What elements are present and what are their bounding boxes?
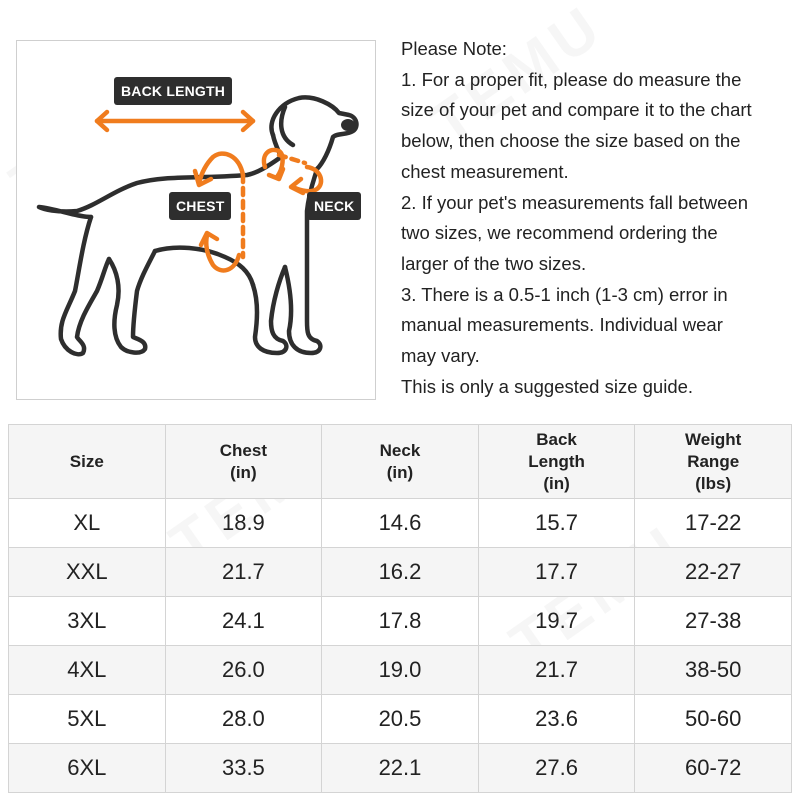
- column-header: Neck (in): [321, 424, 479, 499]
- column-header: Size: [8, 424, 166, 499]
- value-cell: 26.0: [164, 645, 323, 695]
- table-row: XL 18.9 14.6 15.7 17-22: [8, 498, 792, 548]
- column-header-line: (in): [543, 473, 570, 493]
- dog-outline-icon: [36, 95, 359, 357]
- size-chart-table: Size Chest (in) Neck (in) Back Length (in) Weigh…: [8, 424, 792, 793]
- column-header-line: Length: [528, 451, 585, 471]
- neck-label: NECK: [307, 192, 362, 220]
- value-cell: 20.5: [321, 694, 479, 744]
- size-cell: 6XL: [8, 743, 166, 793]
- value-cell: 15.7: [477, 498, 636, 548]
- value-cell: 23.6: [477, 694, 636, 744]
- table-row: 5XL 28.0 20.5 23.6 50-60: [8, 694, 792, 744]
- value-cell: 18.9: [164, 498, 323, 548]
- column-header-line: (lbs): [695, 473, 732, 493]
- dog-measurement-diagram: BACK LENGTH CHEST NECK: [16, 40, 376, 400]
- column-header-line: Weight: [685, 429, 742, 449]
- chest-label: CHEST: [169, 192, 232, 220]
- value-cell: 33.5: [164, 743, 323, 793]
- column-header-line: Range: [687, 451, 740, 471]
- value-cell: 28.0: [164, 694, 323, 744]
- value-cell: 21.7: [164, 547, 323, 597]
- note-line: larger of the two sizes.: [401, 252, 587, 274]
- note-line: manual measurements. Individual wear: [401, 314, 723, 336]
- value-cell: 19.0: [321, 645, 479, 695]
- value-cell: 24.1: [164, 596, 323, 646]
- note-line: size of your pet and compare it to the c…: [401, 99, 752, 121]
- value-cell: 60-72: [634, 743, 792, 793]
- value-cell: 38-50: [634, 645, 792, 695]
- column-header-line: Back: [536, 429, 577, 449]
- size-cell: 3XL: [8, 596, 166, 646]
- value-cell: 22-27: [634, 547, 792, 597]
- value-cell: 27-38: [634, 596, 792, 646]
- size-cell: 4XL: [8, 645, 166, 695]
- table-row: 6XL 33.5 22.1 27.6 60-72: [8, 743, 792, 793]
- size-cell: XXL: [8, 547, 166, 597]
- note-line: 2. If your pet's measurements fall betwe…: [401, 191, 748, 213]
- note-line: 3. There is a 0.5-1 inch (1-3 cm) error …: [401, 283, 728, 305]
- table-row: 4XL 26.0 19.0 21.7 38-50: [8, 645, 792, 695]
- value-cell: 16.2: [321, 547, 479, 597]
- value-cell: 17.8: [321, 596, 479, 646]
- table-row: 3XL 24.1 17.8 19.7 27-38: [8, 596, 792, 646]
- size-cell: XL: [8, 498, 166, 548]
- value-cell: 27.6: [477, 743, 636, 793]
- note-line: This is only a suggested size guide.: [401, 375, 694, 397]
- column-header-line: (in): [230, 462, 257, 482]
- table-row: XXL 21.7 16.2 17.7 22-27: [8, 547, 792, 597]
- size-cell: 5XL: [8, 694, 166, 744]
- column-header: Chest (in): [164, 424, 323, 499]
- note-line: below, then choose the size based on the: [401, 130, 741, 152]
- size-notes: Please Note: 1. For a proper fit, please…: [401, 34, 796, 402]
- value-cell: 19.7: [477, 596, 636, 646]
- column-header: Back Length (in): [477, 424, 636, 499]
- back-length-label: BACK LENGTH: [114, 77, 233, 105]
- column-header-line: Neck: [379, 440, 421, 460]
- value-cell: 17.7: [477, 547, 636, 597]
- value-cell: 22.1: [321, 743, 479, 793]
- value-cell: 21.7: [477, 645, 636, 695]
- note-line: 1. For a proper fit, please do measure t…: [401, 68, 742, 90]
- column-header-line: Size: [69, 451, 104, 471]
- column-header-line: (in): [386, 462, 414, 482]
- value-cell: 14.6: [321, 498, 479, 548]
- value-cell: 17-22: [634, 498, 792, 548]
- note-line: chest measurement.: [401, 160, 569, 182]
- column-header: Weight Range (lbs): [634, 424, 792, 499]
- notes-title: Please Note:: [401, 38, 507, 59]
- table-header-row: Size Chest (in) Neck (in) Back Length (in) Weigh…: [8, 424, 792, 499]
- note-line: two sizes, we recommend ordering the: [401, 222, 718, 244]
- note-line: may vary.: [401, 345, 480, 367]
- column-header-line: Chest: [219, 440, 267, 460]
- value-cell: 50-60: [634, 694, 792, 744]
